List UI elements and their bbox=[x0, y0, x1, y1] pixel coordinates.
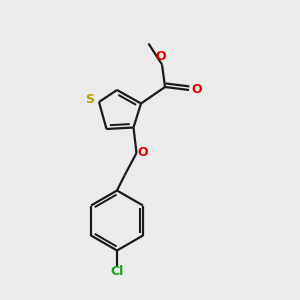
Text: O: O bbox=[156, 50, 167, 64]
Text: Cl: Cl bbox=[110, 265, 124, 278]
Text: O: O bbox=[191, 82, 202, 96]
Text: S: S bbox=[85, 93, 94, 106]
Text: O: O bbox=[138, 146, 148, 159]
